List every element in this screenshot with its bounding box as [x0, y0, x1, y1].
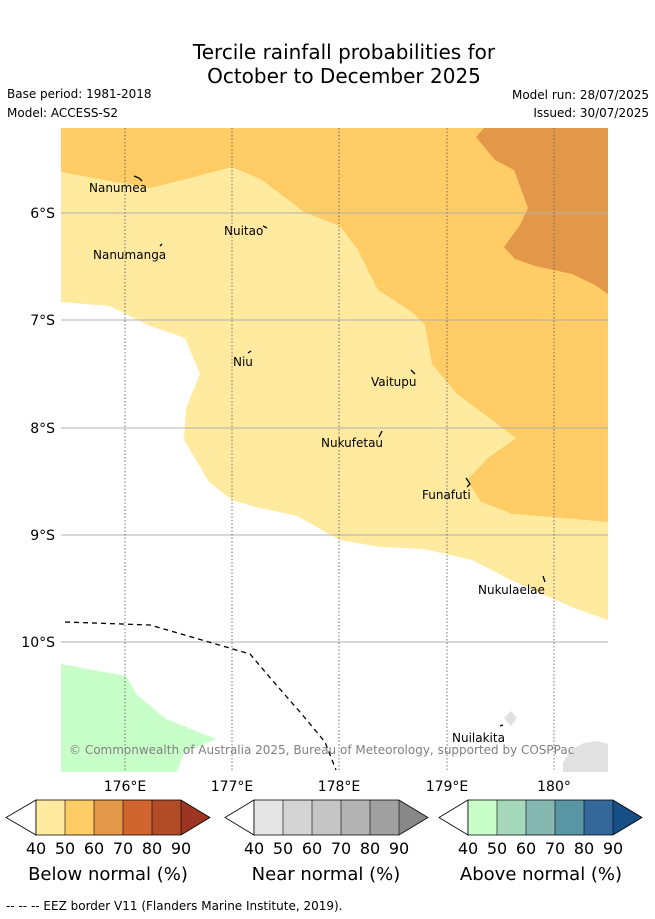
- place-funafuti: Funafuti: [422, 488, 471, 502]
- place-nuitao: Nuitao: [224, 224, 263, 238]
- lon-label-176e: 176°E: [104, 779, 147, 795]
- model-run: Model run: 28/07/2025: [511, 88, 649, 102]
- lat-label-6s: 6°S: [30, 206, 55, 222]
- cb-below-tick: 80: [142, 839, 162, 858]
- cb-near-tick: 60: [302, 839, 322, 858]
- cb-above-tick: 50: [487, 839, 507, 858]
- cb-near-swatch-4: [341, 800, 370, 835]
- cb-below-lower-arrow: [5, 799, 37, 836]
- cb-above-tick: 80: [574, 839, 594, 858]
- place-nukufetau: Nukufetau: [321, 436, 383, 450]
- cb-above-title: Above normal (%): [460, 864, 622, 885]
- title-line-1: Tercile rainfall probabilities for: [192, 40, 496, 64]
- cb-above-swatch-4: [555, 800, 584, 835]
- cb-below-tick: 60: [84, 839, 104, 858]
- place-niu: Niu: [233, 355, 253, 369]
- cb-below-upper-arrow: [181, 800, 210, 835]
- place-nanumanga: Nanumanga: [93, 248, 166, 262]
- colorbar-near-normal: [224, 799, 429, 836]
- chart-title: Tercile rainfall probabilities for Octob…: [0, 40, 655, 88]
- cb-near-swatch-3: [312, 800, 341, 835]
- place-nukulaelae: Nukulaelae: [478, 583, 545, 597]
- cb-below-swatch-1: [36, 800, 65, 835]
- cb-near-tick: 70: [331, 839, 351, 858]
- cb-above-lower-arrow: [438, 799, 469, 836]
- island-marks: [133, 175, 546, 727]
- cb-above-swatch-3: [526, 800, 555, 835]
- place-vaitupu: Vaitupu: [371, 375, 417, 389]
- lat-label-10s: 10°S: [21, 635, 55, 651]
- place-nuilakita: Nuilakita: [452, 731, 505, 745]
- cb-near-swatch-5: [370, 800, 399, 835]
- cb-near-tick: 90: [389, 839, 409, 858]
- below-50-60-region: [61, 128, 608, 522]
- cb-below-tick: 40: [26, 839, 46, 858]
- cb-above-tick: 60: [516, 839, 536, 858]
- cb-above-tick: 40: [458, 839, 478, 858]
- lon-label-177e: 177°E: [211, 779, 254, 795]
- title-line-2: October to December 2025: [207, 64, 481, 88]
- island-patch: [504, 711, 517, 726]
- colorbar-above-normal: [438, 799, 643, 836]
- lat-label-9s: 9°S: [30, 528, 55, 544]
- cb-near-upper-arrow: [399, 800, 428, 835]
- lon-label-180: 180°: [537, 779, 571, 795]
- lat-label-7s: 7°S: [30, 313, 55, 329]
- lon-label-179e: 179°E: [426, 779, 469, 795]
- cb-below-tick: 90: [171, 839, 191, 858]
- cb-above-upper-arrow: [613, 800, 642, 835]
- above-40-50-region: [61, 664, 216, 772]
- cb-near-tick: 50: [273, 839, 293, 858]
- cb-above-swatch-1: [468, 800, 497, 835]
- copyright-notice: © Commonwealth of Australia 2025, Bureau…: [69, 743, 574, 757]
- cb-above-tick: 90: [603, 839, 623, 858]
- cb-below-swatch-5: [152, 800, 181, 835]
- place-nanumea: Nanumea: [89, 181, 147, 195]
- lon-label-178e: 178°E: [318, 779, 361, 795]
- land-area: [563, 741, 608, 772]
- cb-below-tick: 50: [55, 839, 75, 858]
- eez-border: [64, 621, 337, 771]
- eez-footnote: -- -- -- EEZ border V11 (Flanders Marine…: [6, 899, 343, 913]
- lat-label-8s: 8°S: [30, 421, 55, 437]
- colorbar-below-normal: [5, 799, 211, 836]
- below-60-70-region: [476, 128, 608, 294]
- lon-gridlines: [124, 128, 555, 772]
- issued-date: Issued: 30/07/2025: [533, 106, 649, 120]
- cb-below-title: Below normal (%): [28, 864, 188, 885]
- cb-below-swatch-2: [65, 800, 94, 835]
- cb-above-tick: 70: [545, 839, 565, 858]
- cb-near-title: Near normal (%): [252, 864, 401, 885]
- cb-near-tick: 40: [244, 839, 264, 858]
- cb-below-tick: 70: [113, 839, 133, 858]
- lat-gridlines: [61, 212, 608, 643]
- cb-below-swatch-4: [123, 800, 152, 835]
- cb-near-tick: 80: [360, 839, 380, 858]
- cb-below-swatch-3: [94, 800, 123, 835]
- cb-above-swatch-2: [497, 800, 526, 835]
- base-period: Base period: 1981-2018: [7, 87, 152, 101]
- model-name: Model: ACCESS-S2: [7, 106, 119, 120]
- cb-above-swatch-5: [584, 800, 613, 835]
- cb-near-lower-arrow: [224, 799, 255, 836]
- cb-near-swatch-1: [254, 800, 283, 835]
- cb-near-swatch-2: [283, 800, 312, 835]
